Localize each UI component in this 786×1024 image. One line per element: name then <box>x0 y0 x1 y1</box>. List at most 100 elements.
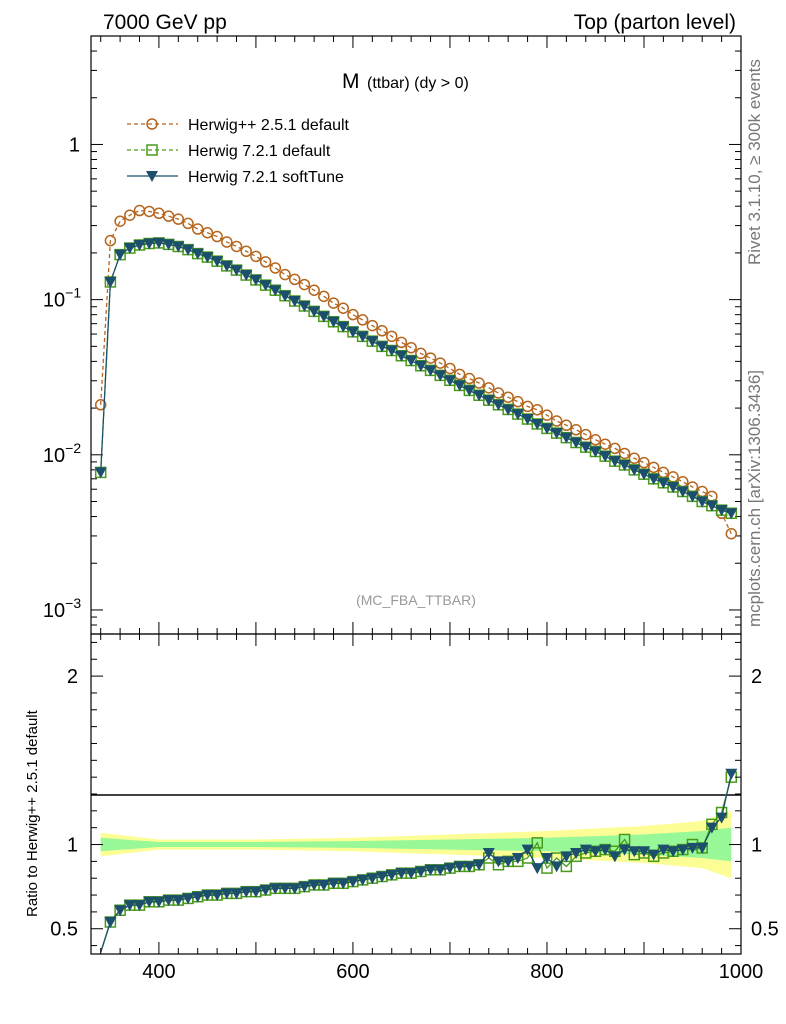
ratio-point <box>308 879 321 891</box>
ratio-point <box>657 844 670 856</box>
data-point <box>521 414 534 426</box>
plot-title: M <box>342 70 360 93</box>
data-point <box>444 362 456 375</box>
ratio-point <box>589 846 602 858</box>
data-point <box>327 316 340 328</box>
data-point <box>638 456 650 469</box>
data-point <box>250 250 262 263</box>
data-point <box>104 234 117 247</box>
data-point <box>191 248 204 260</box>
ratio-point <box>560 851 573 863</box>
data-point <box>279 268 291 281</box>
data-point <box>182 244 195 256</box>
data-point <box>473 377 485 389</box>
x-tick-label: 800 <box>530 961 563 983</box>
data-point <box>104 276 117 288</box>
data-point <box>395 336 408 349</box>
header-right: Top (parton level) <box>574 11 736 34</box>
data-point <box>550 415 563 427</box>
data-point <box>308 306 321 318</box>
data-point <box>589 446 602 458</box>
legend-marker <box>146 144 158 156</box>
data-point <box>133 239 146 251</box>
data-point <box>424 365 437 377</box>
watermark: (MC_FBA_TTBAR) <box>356 592 476 608</box>
ratio-axis-ticks: 0.5 0.5 1 1 2 2 400 600 800 1000 <box>50 634 779 983</box>
data-point <box>240 270 253 282</box>
ratio-point <box>220 888 233 900</box>
data-point <box>143 238 156 250</box>
data-point <box>570 437 583 449</box>
data-point <box>172 213 185 225</box>
data-point <box>114 215 126 227</box>
ratio-point <box>133 900 146 912</box>
header-left: 7000 GeV pp <box>103 11 227 34</box>
data-point <box>249 274 262 286</box>
ratio-point <box>337 878 350 890</box>
series-line-1 <box>100 242 732 514</box>
data-point <box>618 459 631 471</box>
ratio-point <box>182 893 195 905</box>
data-point <box>482 395 495 407</box>
x-tick-label: 600 <box>336 961 369 983</box>
ratio-point <box>531 863 544 875</box>
legend-label: Herwig++ 2.5.1 default <box>188 117 350 134</box>
data-point <box>676 486 689 498</box>
data-point <box>453 368 466 381</box>
data-point <box>405 355 418 367</box>
data-point <box>337 302 349 314</box>
data-point <box>288 273 301 286</box>
data-point <box>599 451 612 463</box>
ratio-point <box>288 883 301 895</box>
ratio-point <box>114 905 127 917</box>
data-point <box>511 409 524 421</box>
data-point <box>308 284 320 296</box>
ratio-line-0 <box>100 776 732 953</box>
ratio-point <box>259 885 272 896</box>
data-point <box>337 321 350 333</box>
ratio-point <box>162 895 175 907</box>
ratio-point <box>249 886 262 898</box>
ratio-point <box>123 900 136 912</box>
ratio-point <box>705 822 718 834</box>
ratio-point <box>492 856 505 868</box>
data-point <box>647 473 660 485</box>
ratio-point <box>191 891 204 903</box>
ratio-point <box>618 833 631 846</box>
ratio-point <box>395 868 408 880</box>
data-point <box>269 285 282 297</box>
data-point <box>259 280 272 292</box>
ratio-point <box>443 863 456 875</box>
ratio-y-tick-label-right: 0.5 <box>751 919 779 941</box>
data-point <box>269 262 282 274</box>
ratio-point <box>298 881 311 893</box>
data-point <box>628 464 641 476</box>
mcplots-label: mcplots.cern.ch [arXiv:1306.3436] <box>745 370 764 627</box>
data-point <box>541 409 553 421</box>
ratio-point <box>725 768 738 780</box>
legend-marker <box>146 118 158 130</box>
ratio-bands <box>100 810 732 879</box>
data-point <box>385 345 398 357</box>
data-point <box>230 265 243 277</box>
data-point <box>560 432 573 444</box>
data-point <box>191 223 204 235</box>
data-point <box>618 447 631 460</box>
data-point <box>608 456 621 468</box>
ratio-point <box>463 861 476 873</box>
data-point <box>434 357 447 369</box>
ratio-y-tick-label-left: 0.5 <box>50 919 78 941</box>
ratio-point <box>531 837 544 849</box>
data-point <box>657 477 670 489</box>
ratio-point <box>667 846 680 858</box>
data-point <box>647 461 660 474</box>
data-point <box>570 424 582 436</box>
data-point <box>696 485 708 498</box>
ratio-point <box>637 846 650 858</box>
ratio-point <box>550 861 563 873</box>
y-tick-label: 1 <box>69 134 80 156</box>
data-point <box>473 390 486 402</box>
ratio-point <box>414 866 427 878</box>
data-point <box>327 297 340 309</box>
ratio-point <box>618 844 631 856</box>
